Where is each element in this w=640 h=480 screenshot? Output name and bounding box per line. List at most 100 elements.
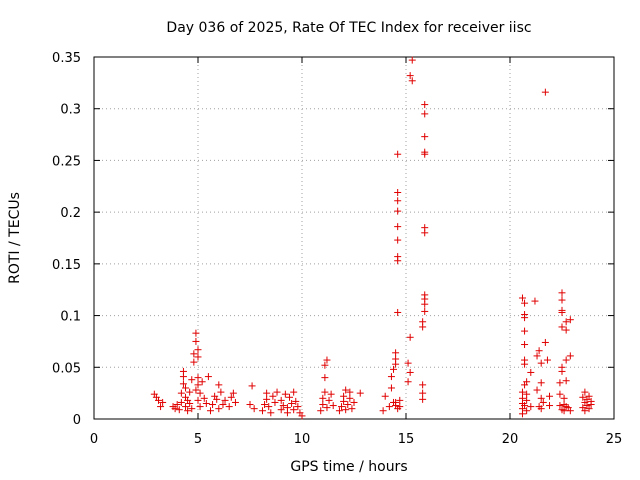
data-point	[356, 389, 364, 397]
data-point	[518, 388, 526, 396]
data-point	[182, 403, 190, 411]
data-point	[537, 394, 545, 402]
data-point	[213, 395, 221, 403]
data-point	[269, 392, 277, 400]
data-point	[562, 326, 570, 334]
data-point	[558, 323, 566, 331]
data-point	[294, 403, 302, 411]
data-point	[196, 389, 204, 397]
data-point	[381, 392, 389, 400]
data-point	[394, 207, 402, 215]
data-point	[327, 390, 335, 398]
data-point	[537, 379, 545, 387]
data-point	[421, 291, 429, 299]
data-point	[346, 388, 354, 396]
y-tick-label: 0	[73, 413, 81, 428]
data-point	[215, 405, 223, 413]
data-point	[585, 392, 593, 400]
data-point	[406, 333, 414, 341]
data-point	[263, 389, 271, 397]
data-point	[537, 405, 545, 413]
data-point	[298, 412, 306, 420]
data-point	[258, 407, 266, 415]
data-point	[566, 352, 574, 360]
data-point	[387, 384, 395, 392]
y-axis-label: ROTI / TECUs	[7, 192, 23, 284]
data-point	[394, 188, 402, 196]
data-point	[186, 388, 194, 396]
data-point	[335, 407, 343, 415]
data-point	[194, 381, 202, 389]
x-tick-label: 0	[90, 432, 98, 447]
data-point	[209, 401, 217, 409]
data-point	[581, 388, 589, 396]
data-point	[202, 399, 210, 407]
data-point	[394, 223, 402, 231]
data-point	[192, 337, 200, 345]
data-point	[539, 398, 547, 406]
data-point	[556, 379, 564, 387]
data-point	[533, 352, 541, 360]
data-point	[179, 380, 187, 388]
data-point	[566, 407, 574, 415]
data-point	[231, 398, 239, 406]
data-point	[219, 401, 227, 409]
data-point	[281, 390, 289, 398]
data-point	[546, 402, 554, 410]
data-point	[523, 396, 531, 404]
data-point	[521, 360, 529, 368]
data-point	[277, 406, 285, 414]
data-point	[194, 396, 202, 404]
data-point	[558, 306, 566, 314]
grid	[94, 57, 614, 419]
data-points	[150, 56, 595, 420]
data-point	[421, 307, 429, 315]
data-point	[346, 394, 354, 402]
x-tick-label: 25	[606, 432, 623, 447]
data-point	[518, 394, 526, 402]
data-point	[390, 365, 398, 373]
data-point	[204, 373, 212, 381]
data-point	[190, 358, 198, 366]
data-point	[394, 308, 402, 316]
data-point	[198, 378, 206, 386]
data-point	[562, 356, 570, 364]
data-point	[419, 395, 427, 403]
data-point	[188, 405, 196, 413]
data-point	[379, 407, 387, 415]
data-point	[159, 398, 167, 406]
data-point	[250, 405, 258, 413]
data-point	[319, 401, 327, 409]
data-point	[396, 396, 404, 404]
data-point	[408, 56, 416, 64]
data-point	[173, 401, 181, 409]
y-tick-label: 0.15	[52, 258, 81, 273]
y-tick-label: 0.3	[60, 103, 81, 118]
data-point	[585, 405, 593, 413]
data-point	[421, 110, 429, 118]
data-point	[394, 150, 402, 158]
data-point	[546, 392, 554, 400]
data-point	[206, 407, 214, 415]
data-point	[227, 393, 235, 401]
data-point	[286, 393, 294, 401]
data-point	[558, 296, 566, 304]
data-point	[521, 341, 529, 349]
data-point	[533, 386, 541, 394]
data-point	[541, 338, 549, 346]
data-point	[273, 388, 281, 396]
data-point	[340, 392, 348, 400]
data-point	[186, 399, 194, 407]
data-point	[556, 390, 564, 398]
data-point	[279, 402, 287, 410]
data-point	[562, 318, 570, 326]
data-point	[560, 407, 568, 415]
data-point	[288, 399, 296, 407]
data-point	[192, 329, 200, 337]
data-point	[406, 72, 414, 80]
data-point	[523, 378, 531, 386]
data-point	[385, 403, 393, 411]
data-point	[184, 407, 192, 415]
data-point	[421, 148, 429, 156]
data-point	[200, 394, 208, 402]
